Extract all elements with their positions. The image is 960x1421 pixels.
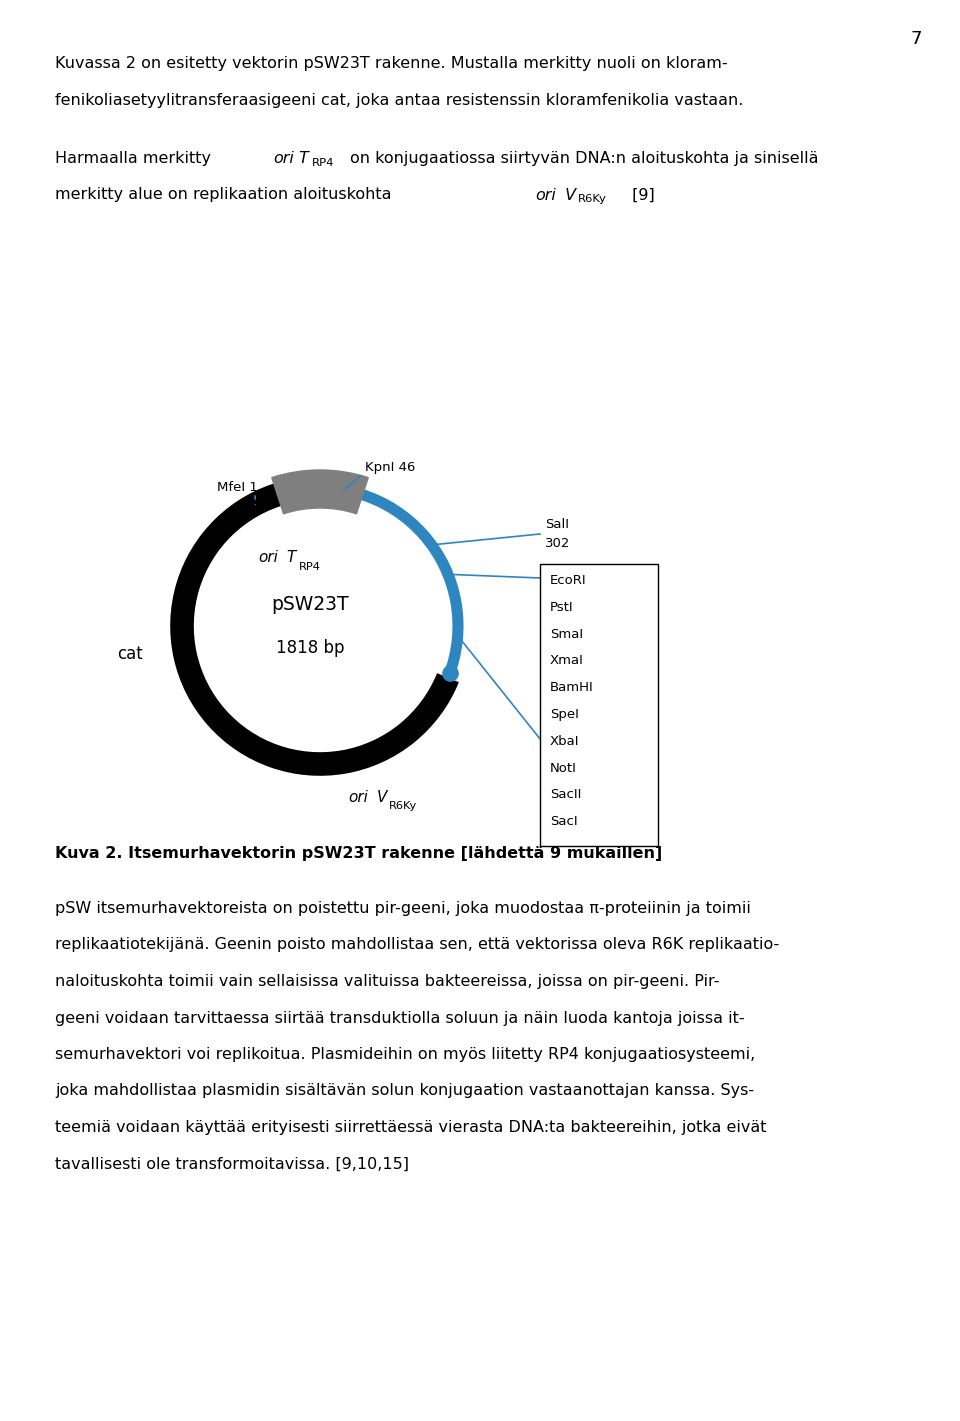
Text: ori: ori	[535, 188, 556, 203]
Text: fenikoliasetyylitransferaasigeeni cat, joka antaa resistenssin kloramfenikolia v: fenikoliasetyylitransferaasigeeni cat, j…	[55, 92, 743, 108]
Text: cat: cat	[117, 645, 143, 664]
Text: SacII: SacII	[550, 789, 582, 801]
Text: Kuvassa 2 on esitetty vektorin pSW23T rakenne. Mustalla merkitty nuoli on kloram: Kuvassa 2 on esitetty vektorin pSW23T ra…	[55, 55, 728, 71]
Text: tavallisesti ole transformoitavissa. [9,10,15]: tavallisesti ole transformoitavissa. [9,…	[55, 1157, 409, 1171]
Text: geeni voidaan tarvittaessa siirtää transduktiolla soluun ja näin luoda kantoja j: geeni voidaan tarvittaessa siirtää trans…	[55, 1010, 745, 1026]
Text: semurhavektori voi replikoitua. Plasmideihin on myös liitetty RP4 konjugaatiosys: semurhavektori voi replikoitua. Plasmide…	[55, 1047, 756, 1061]
Text: on konjugaatiossa siirtyvän DNA:n aloituskohta ja sinisellä: on konjugaatiossa siirtyvän DNA:n aloitu…	[350, 151, 819, 166]
Text: merkitty alue on replikaation aloituskohta: merkitty alue on replikaation aloituskoh…	[55, 188, 396, 203]
Text: Kuva 2. Itsemurhavektorin pSW23T rakenne [lähdettä 9 mukaillen]: Kuva 2. Itsemurhavektorin pSW23T rakenne…	[55, 845, 662, 861]
Text: T: T	[286, 550, 296, 566]
Text: teemiä voidaan käyttää erityisesti siirrettäessä vierasta DNA:ta bakteereihin, j: teemiä voidaan käyttää erityisesti siirr…	[55, 1120, 766, 1135]
Text: KpnI 46: KpnI 46	[366, 460, 416, 475]
Text: MfeI 1: MfeI 1	[217, 482, 257, 495]
Text: V: V	[561, 188, 577, 203]
Text: pSW23T: pSW23T	[271, 594, 348, 614]
Text: RP4: RP4	[311, 158, 334, 168]
Text: XbaI: XbaI	[550, 735, 580, 747]
Text: SmaI: SmaI	[550, 628, 583, 641]
Text: SpeI: SpeI	[550, 708, 579, 720]
Text: [9]: [9]	[627, 188, 655, 203]
Text: joka mahdollistaa plasmidin sisältävän solun konjugaation vastaanottajan kanssa.: joka mahdollistaa plasmidin sisältävän s…	[55, 1083, 755, 1098]
Text: RP4: RP4	[299, 561, 321, 573]
Text: R6Ky: R6Ky	[578, 195, 607, 205]
Text: SacI: SacI	[550, 816, 578, 828]
Text: XmaI: XmaI	[550, 655, 584, 668]
Text: 7: 7	[910, 30, 922, 48]
Text: ori: ori	[258, 550, 277, 566]
Text: pSW itsemurhavektoreista on poistettu pir-geeni, joka muodostaa π-proteiinin ja : pSW itsemurhavektoreista on poistettu pi…	[55, 901, 751, 917]
Text: SalI: SalI	[545, 519, 569, 531]
Text: PstI: PstI	[550, 601, 574, 614]
Text: T: T	[299, 151, 308, 166]
Text: 302: 302	[545, 537, 570, 550]
Text: naloituskohta toimii vain sellaisissa valituissa bakteereissa, joissa on pir-gee: naloituskohta toimii vain sellaisissa va…	[55, 973, 719, 989]
Text: BamHI: BamHI	[550, 681, 593, 695]
Text: ori: ori	[273, 151, 294, 166]
Text: R6Ky: R6Ky	[389, 801, 418, 811]
Text: 1818 bp: 1818 bp	[276, 639, 345, 657]
Text: Harmaalla merkitty: Harmaalla merkitty	[55, 151, 216, 166]
Text: replikaatiotekijänä. Geenin poisto mahdollistaa sen, että vektorissa oleva R6K r: replikaatiotekijänä. Geenin poisto mahdo…	[55, 938, 780, 952]
Text: V: V	[376, 790, 387, 804]
Text: ori: ori	[348, 790, 368, 804]
Text: NotI: NotI	[550, 762, 577, 774]
FancyBboxPatch shape	[540, 564, 658, 845]
Text: EcoRI: EcoRI	[550, 574, 587, 587]
Wedge shape	[272, 470, 369, 514]
